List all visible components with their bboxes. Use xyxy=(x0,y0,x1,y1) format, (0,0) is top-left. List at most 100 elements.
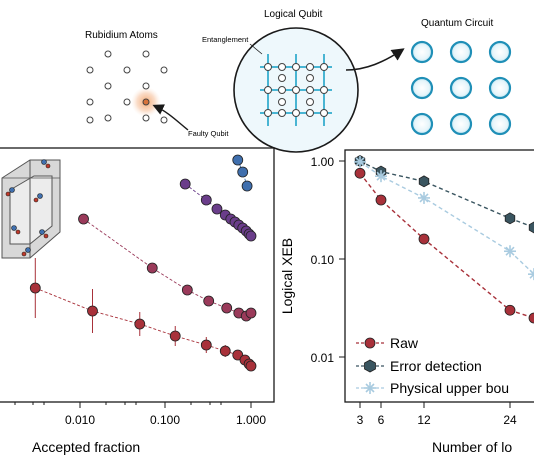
left-data-point xyxy=(232,154,244,166)
circuit-qubit xyxy=(410,40,434,64)
circuit-qubit xyxy=(410,112,434,136)
circuit-qubit xyxy=(449,112,473,136)
atom xyxy=(86,98,94,106)
right-y-tick-label: 0.01 xyxy=(311,351,335,365)
physical-bound-data-point xyxy=(528,268,534,281)
right-legend: Raw Error detection Physical upper bou xyxy=(356,335,509,396)
left-data-point xyxy=(169,330,181,342)
faulty-atom xyxy=(142,98,150,106)
circuit-qubit xyxy=(449,76,473,100)
left-data-point xyxy=(245,230,257,242)
legend-marker-error-detection xyxy=(364,359,376,373)
logical-qubit-title: Logical Qubit xyxy=(264,9,323,20)
atom xyxy=(142,114,150,122)
left-data-point xyxy=(221,302,233,314)
atom xyxy=(160,116,168,124)
error-detection-data-point xyxy=(418,175,430,188)
quantum-circuit-panel: Quantum Circuit xyxy=(410,18,512,136)
left-data-point xyxy=(203,295,215,307)
left-data-point xyxy=(241,180,253,192)
error-detection-data-point xyxy=(504,212,516,225)
left-x-tick-label: 0.010 xyxy=(65,413,95,427)
raw-data-point xyxy=(354,167,366,179)
legend-marker-physical xyxy=(364,382,376,394)
atom-array xyxy=(86,50,168,124)
right-chart: 1.00 0.10 0.01 Logical XEB 3 6 12 24 Num… xyxy=(279,149,534,455)
raw-data-point xyxy=(528,312,534,324)
left-data-point xyxy=(87,305,98,317)
entanglement-pointer xyxy=(249,43,263,55)
right-series-line xyxy=(359,160,534,229)
left-chart: 0.010 0.100 1.000 Accepted fraction xyxy=(0,147,275,455)
left-data-point xyxy=(200,339,212,351)
right-y-tick-label: 1.00 xyxy=(311,155,335,169)
atom xyxy=(123,98,131,106)
left-data-point xyxy=(245,360,257,372)
right-plot-frame xyxy=(344,149,534,403)
atom xyxy=(104,114,112,122)
right-x-ticks xyxy=(359,402,511,408)
right-x-axis-label: Number of lo xyxy=(432,439,512,455)
circuit-arrow xyxy=(345,48,405,71)
rubidium-atoms-panel: Rubidium Atoms Faulty Qubit xyxy=(85,30,229,138)
physical-bound-data-point xyxy=(504,245,516,258)
legend-marker-raw xyxy=(364,337,376,349)
right-y-axis-label: Logical XEB xyxy=(279,238,295,314)
faulty-qubit-label: Faulty Qubit xyxy=(188,129,229,138)
cube-inset xyxy=(1,159,61,259)
left-data-point xyxy=(211,203,223,215)
atom xyxy=(86,66,94,74)
legend-label-physical-upper-bound: Physical upper bou xyxy=(390,380,509,396)
atom xyxy=(104,82,112,90)
left-x-ticks xyxy=(14,402,252,408)
circuit-qubit xyxy=(449,40,473,64)
atom xyxy=(142,82,150,90)
left-series-line xyxy=(83,218,252,317)
atom xyxy=(86,116,94,124)
circuit-qubit xyxy=(488,112,512,136)
rubidium-atoms-title: Rubidium Atoms xyxy=(85,30,158,41)
left-data-point xyxy=(181,284,193,296)
faulty-qubit-arrow xyxy=(152,104,189,131)
left-data-point xyxy=(219,345,231,357)
left-data-point xyxy=(179,178,191,190)
right-x-tick-label: 3 xyxy=(357,413,364,427)
left-data-point xyxy=(237,166,249,178)
left-x-tick-label: 1.000 xyxy=(236,413,266,427)
physical-bound-data-point xyxy=(418,191,430,204)
left-series-layer xyxy=(29,154,257,372)
circuit-qubits xyxy=(410,40,512,136)
logical-qubit-panel: Logical Qubit Entanglement xyxy=(202,9,405,153)
left-x-axis-label: Accepted fraction xyxy=(32,439,140,455)
atom xyxy=(142,50,150,58)
raw-data-point xyxy=(375,194,387,206)
right-x-tick-label: 12 xyxy=(417,413,431,427)
circuit-qubit xyxy=(488,76,512,100)
left-x-tick-label: 0.100 xyxy=(150,413,180,427)
atom xyxy=(104,50,112,58)
raw-data-point xyxy=(418,233,430,245)
left-data-point xyxy=(146,262,158,274)
atom xyxy=(123,66,131,74)
left-data-point xyxy=(245,307,257,319)
physical-bound-data-point xyxy=(375,170,387,183)
right-y-ticks xyxy=(339,160,345,358)
left-data-point xyxy=(200,194,212,206)
legend-label-error-detection: Error detection xyxy=(390,358,482,374)
error-detection-data-point xyxy=(528,221,534,234)
right-x-tick-label: 24 xyxy=(503,413,517,427)
atom xyxy=(160,66,168,74)
physical-bound-data-point xyxy=(354,155,366,168)
circuit-qubit xyxy=(410,76,434,100)
quantum-circuit-title: Quantum Circuit xyxy=(421,18,493,29)
right-series-layer xyxy=(354,155,534,324)
right-x-tick-label: 6 xyxy=(378,413,385,427)
left-data-point xyxy=(78,213,89,225)
circuit-qubit xyxy=(488,40,512,64)
logical-qubit-atoms xyxy=(264,63,328,117)
raw-data-point xyxy=(504,304,516,316)
entanglement-label: Entanglement xyxy=(202,35,249,44)
left-data-point xyxy=(134,318,146,330)
right-series-line xyxy=(359,172,534,319)
